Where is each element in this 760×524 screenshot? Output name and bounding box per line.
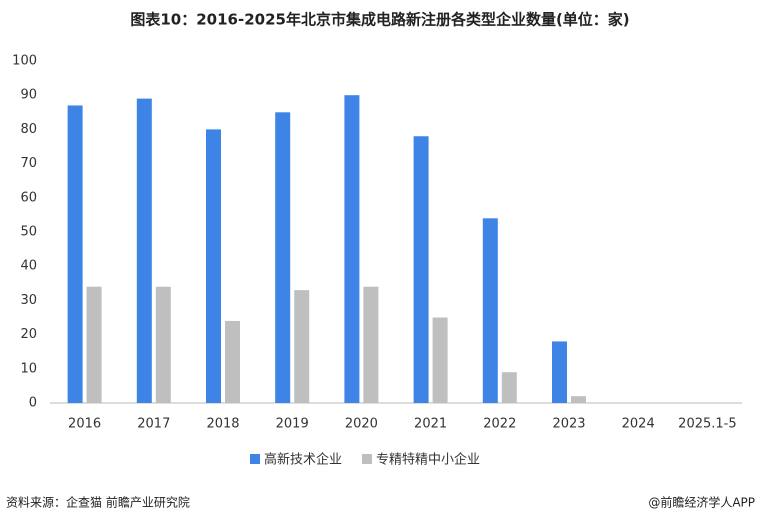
- y-tick-label: 90: [20, 88, 37, 103]
- bar: [363, 286, 379, 403]
- bar: [552, 341, 567, 403]
- bar: [294, 290, 310, 403]
- source-note: 资料来源：企查猫 前瞻产业研究院: [6, 495, 190, 510]
- chart-title: 图表10：2016-2025年北京市集成电路新注册各类型企业数量(单位：家): [130, 11, 629, 29]
- bar: [206, 129, 221, 403]
- x-tick-label: 2016: [68, 417, 101, 432]
- bar: [432, 317, 448, 403]
- x-tick-label: 2025.1-5: [678, 417, 736, 432]
- bar: [225, 320, 240, 403]
- bar: [501, 372, 517, 403]
- x-tick-label: 2019: [276, 417, 309, 432]
- bar: [136, 98, 152, 404]
- y-tick-label: 30: [20, 293, 37, 308]
- y-tick-label: 10: [20, 361, 37, 376]
- x-tick-label: 2024: [622, 417, 655, 432]
- legend-swatch: [362, 454, 373, 464]
- bar: [344, 95, 360, 403]
- y-tick-label: 80: [20, 122, 37, 137]
- bar: [86, 286, 102, 403]
- x-tick-label: 2017: [137, 417, 170, 432]
- y-tick-label: 100: [12, 54, 37, 69]
- y-tick-label: 60: [20, 190, 37, 205]
- bar: [275, 112, 291, 404]
- bar: [571, 396, 586, 403]
- bar: [482, 218, 498, 403]
- credit: @前瞻经济学人APP: [648, 495, 755, 510]
- y-tick-label: 40: [20, 259, 37, 274]
- x-tick-label: 2022: [483, 417, 516, 432]
- x-tick-label: 2021: [414, 417, 447, 432]
- bar: [413, 136, 429, 404]
- y-tick-label: 0: [29, 396, 37, 411]
- x-tick-label: 2018: [206, 417, 239, 432]
- x-tick-label: 2020: [345, 417, 378, 432]
- bar: [155, 286, 171, 403]
- legend-swatch: [250, 454, 260, 464]
- y-tick-label: 20: [20, 327, 37, 342]
- legend-label: 高新技术企业: [264, 452, 342, 468]
- y-tick-label: 70: [20, 156, 37, 171]
- legend-label: 专精特精中小企业: [376, 452, 480, 468]
- x-tick-label: 2023: [552, 417, 585, 432]
- bar: [67, 105, 83, 404]
- y-tick-label: 50: [20, 225, 37, 240]
